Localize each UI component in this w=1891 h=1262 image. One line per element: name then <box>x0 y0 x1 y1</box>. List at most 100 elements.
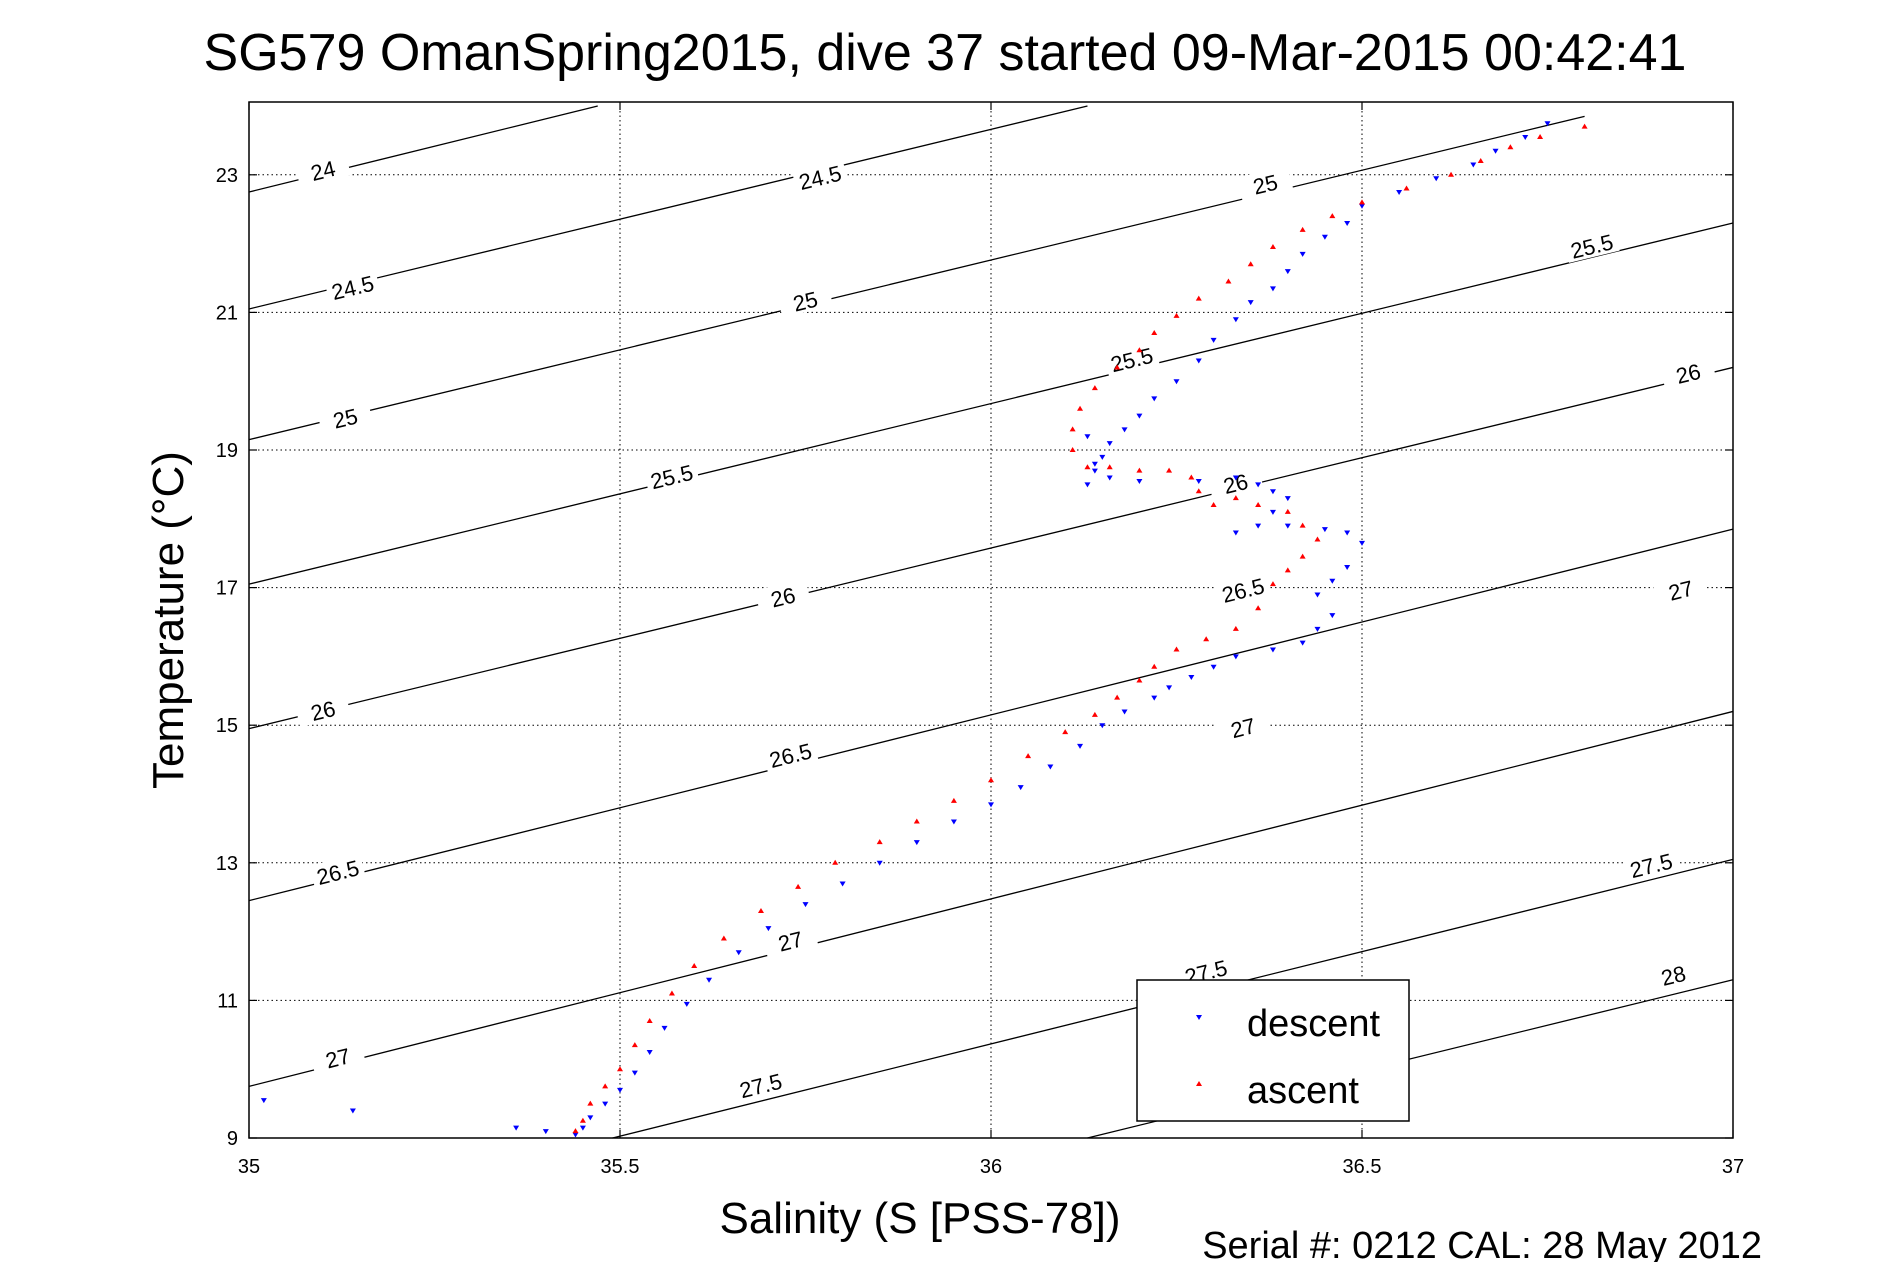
contour-label: 25 <box>1251 170 1281 200</box>
ascent-point <box>1151 663 1158 669</box>
ascent-point <box>1403 185 1410 191</box>
ascent-point <box>1173 646 1180 652</box>
axis-ticks: 35 35.5 36 36.5 37 9 11 13 15 17 19 21 23 <box>216 102 1744 1178</box>
y-tick-label: 11 <box>217 990 238 1012</box>
contour-label-bg <box>776 282 834 318</box>
ascent-point <box>1188 474 1195 480</box>
ascent-point <box>1581 123 1588 129</box>
contour-label: 26 <box>1221 469 1251 499</box>
descent-point <box>950 819 957 825</box>
ascent-point <box>1151 330 1158 336</box>
contour-label-bg <box>1645 956 1702 993</box>
descent-point <box>1255 523 1262 529</box>
contour-label-bg <box>1652 571 1709 608</box>
x-tick-label: 36.5 <box>1343 1156 1382 1178</box>
descent-point <box>1121 709 1128 715</box>
contour-label: 25 <box>331 404 361 434</box>
descent-point <box>513 1125 520 1131</box>
x-tick-label: 35 <box>238 1156 260 1178</box>
data-points <box>260 121 1588 1138</box>
descent-point <box>1136 413 1143 419</box>
ascent-point <box>1025 753 1032 759</box>
descent-point <box>1084 482 1091 488</box>
ascent-point <box>1136 467 1143 473</box>
contour-label-bg <box>324 268 381 305</box>
ascent-point <box>602 1083 609 1089</box>
descent-point <box>1091 461 1098 467</box>
descent-point <box>1269 509 1276 515</box>
ascent-point <box>1537 133 1544 139</box>
ascent-point <box>950 797 957 803</box>
contour-label-bg <box>1563 227 1620 263</box>
descent-point <box>1106 441 1113 447</box>
descent-point <box>1084 434 1091 440</box>
y-tick-label: 21 <box>216 302 238 324</box>
contour-label-bg <box>309 1038 366 1075</box>
y-axis-label: Temperature (°C) <box>144 451 193 789</box>
ascent-point <box>691 963 698 968</box>
isopycnal-contours: 2424.524.525252525.525.525.52626262626.5… <box>248 105 1734 1139</box>
descent-point <box>1284 496 1291 502</box>
y-tick-label: 19 <box>216 440 238 462</box>
contour-label: 26 <box>1674 359 1704 389</box>
descent-point <box>542 1129 549 1135</box>
descent-point <box>1269 286 1276 292</box>
ascent-point <box>832 859 839 865</box>
descent-point <box>1099 454 1106 460</box>
ascent-point <box>1195 295 1202 301</box>
ascent-point <box>1077 405 1084 411</box>
contour-label-bg <box>791 158 848 195</box>
ascent-point <box>1247 261 1254 267</box>
contour-label-bg <box>732 1066 789 1103</box>
descent-point <box>1344 220 1351 226</box>
x-tick-label: 37 <box>1722 1156 1744 1178</box>
descent-point <box>1299 640 1306 646</box>
descent-point <box>1269 489 1276 495</box>
ascent-point <box>1232 495 1239 501</box>
x-axis-label: Salinity (S [PSS-78]) <box>719 1194 1120 1243</box>
contour-label-bg <box>754 578 811 614</box>
ascent-point <box>1114 364 1121 370</box>
ascent-point <box>1284 567 1291 573</box>
isopycnal-line <box>248 222 1734 585</box>
isopycnal-line <box>248 710 1734 1088</box>
ascent-point <box>1136 677 1143 683</box>
descent-point <box>1166 685 1173 691</box>
ascent-point <box>1084 464 1091 470</box>
serial-cal-footer: Serial #: 0212 CAL: 28 May 2012 <box>1202 1225 1762 1262</box>
contour-label: 26 <box>768 582 798 612</box>
descent-point <box>1232 530 1239 536</box>
contour-label-bg <box>294 691 351 728</box>
contour-label-bg <box>1659 354 1717 391</box>
ascent-point <box>1255 502 1262 508</box>
descent-point <box>1195 478 1202 484</box>
contour-label-bg <box>1207 464 1264 501</box>
ascent-point <box>913 818 920 824</box>
descent-point <box>1359 540 1365 546</box>
ascent-point <box>1269 244 1276 250</box>
ascent-point <box>757 907 764 913</box>
ascent-point <box>876 839 883 845</box>
ascent-point <box>587 1100 594 1106</box>
descent-point <box>1136 478 1143 484</box>
ascent-point <box>795 883 802 889</box>
ascent-point <box>1299 226 1306 232</box>
ascent-point <box>668 990 675 996</box>
ascent-point <box>1477 158 1484 164</box>
ascent-point <box>1114 694 1121 700</box>
contour-label-bg <box>309 853 366 890</box>
descent-point <box>1396 190 1403 195</box>
descent-point <box>646 1050 653 1055</box>
ascent-point <box>1448 171 1455 177</box>
descent-point <box>1195 358 1202 364</box>
ascent-point <box>1269 581 1276 587</box>
descent-point <box>1359 203 1365 209</box>
isopycnal-line <box>248 528 1734 902</box>
descent-point <box>1433 176 1440 182</box>
descent-point <box>661 1025 668 1031</box>
descent-point <box>1106 475 1113 481</box>
x-tick-label: 35.5 <box>601 1156 640 1178</box>
legend-descent-label: descent <box>1247 1003 1381 1045</box>
descent-point <box>735 950 742 956</box>
